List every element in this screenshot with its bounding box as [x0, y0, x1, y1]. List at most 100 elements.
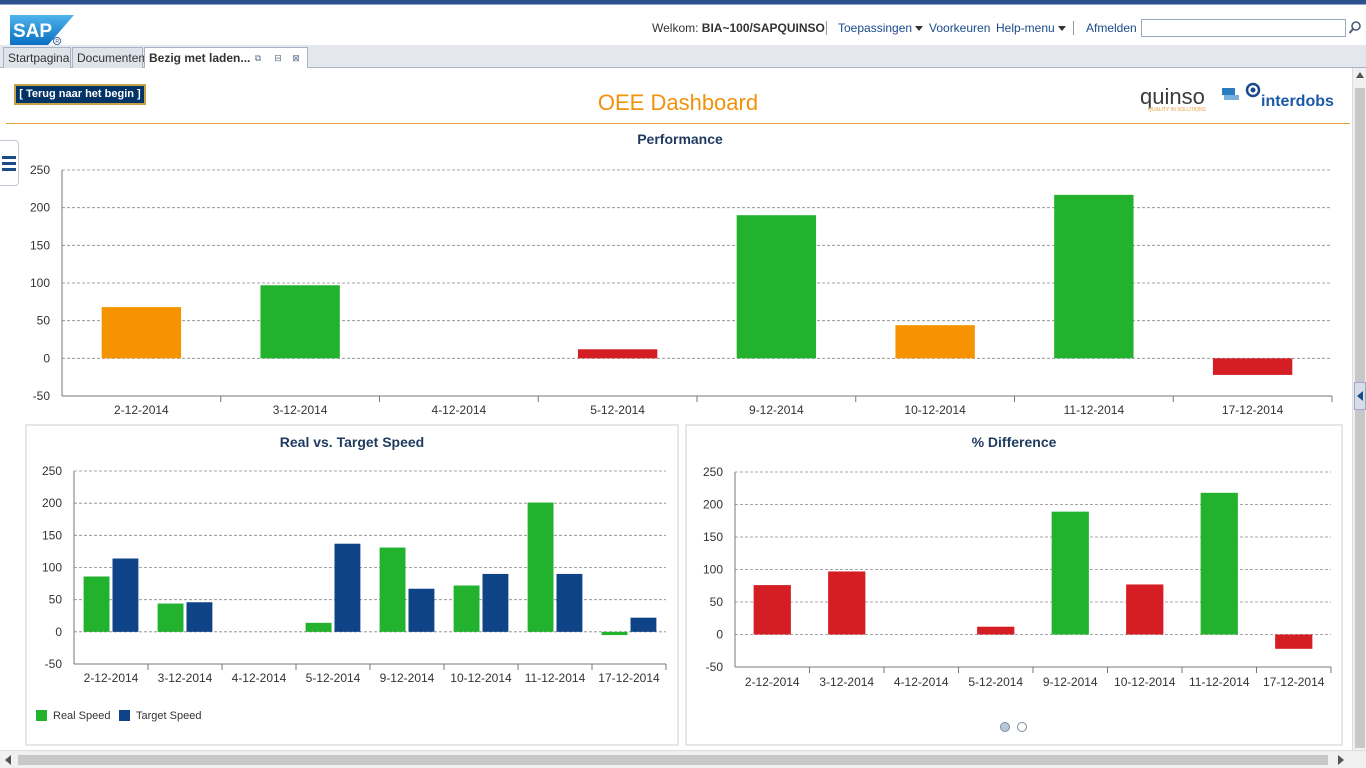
scroll-up-icon[interactable] [1356, 72, 1364, 78]
help-menu-label: Help-menu [996, 21, 1055, 35]
bar [83, 576, 110, 632]
x-tick-label: 10-12-2014 [450, 671, 512, 685]
bar [101, 307, 182, 359]
logout-link[interactable]: Afmelden [1086, 21, 1137, 35]
portal-header: SAP R Welkom: BIA~100/SAPQUINSO Toepassi… [0, 5, 1366, 45]
x-tick-label: 11-12-2014 [1189, 675, 1250, 689]
chevron-down-icon [1057, 26, 1066, 32]
real-vs-target-title: Real vs. Target Speed [279, 434, 425, 450]
bar [577, 349, 658, 359]
tab-documenten[interactable]: Documenten [72, 47, 145, 68]
horizontal-scrollbar[interactable] [0, 750, 1366, 768]
bar [1126, 584, 1164, 635]
applications-menu[interactable]: Toepassingen [838, 21, 924, 35]
search-icon[interactable] [1348, 20, 1362, 36]
x-tick-label: 2-12-2014 [114, 403, 169, 417]
y-tick-label: 100 [30, 276, 50, 290]
bar [895, 325, 975, 359]
scroll-left-icon[interactable] [5, 755, 11, 765]
bar [1275, 634, 1313, 649]
x-tick-label: 10-12-2014 [904, 403, 966, 417]
quinso-tagline: QUALITY IN SOLUTIONS [1148, 107, 1207, 113]
top-border [0, 0, 1366, 5]
bar [112, 558, 139, 632]
bar [1054, 194, 1134, 359]
performance-chart-title: Performance [637, 131, 723, 147]
x-tick-label: 2-12-2014 [84, 671, 139, 685]
real-vs-target-chart: -50 0 50 100 150 200 250 2-12-2014 3-12-2014 4-12… [42, 464, 667, 685]
menu-icon [2, 162, 16, 165]
bar [157, 603, 184, 632]
partner-logos: quinso QUALITY IN SOLUTIONS interdobs [1138, 80, 1344, 116]
bar [453, 585, 480, 632]
back-to-start-button[interactable]: [ Terug naar het begin ] [14, 84, 146, 105]
scroll-right-icon[interactable] [1338, 755, 1344, 765]
y-tick-label: -50 [706, 660, 724, 674]
y-tick-label: 200 [703, 498, 723, 512]
pager-dot-2[interactable] [1017, 722, 1027, 732]
sap-logo: SAP R [10, 13, 76, 47]
performance-chart: -50 0 50 100 150 200 250 2-12-2014 3-12-2014 4-12… [30, 163, 1333, 417]
applications-menu-label: Toepassingen [838, 21, 913, 35]
x-tick-label: 11-12-2014 [1064, 403, 1125, 417]
y-tick-label: 50 [37, 314, 51, 328]
x-tick-label: 4-12-2014 [432, 403, 487, 417]
scroll-thumb[interactable] [18, 755, 1328, 765]
y-tick-label: -50 [45, 657, 63, 671]
bar [630, 617, 657, 632]
pin-icon[interactable]: ⊟ [274, 53, 282, 63]
welcome-text: Welkom: BIA~100/SAPQUINSO [652, 21, 825, 35]
side-menu-handle[interactable] [0, 140, 19, 186]
menu-icon [2, 156, 16, 159]
y-tick-label: 50 [49, 593, 63, 607]
x-tick-label: 9-12-2014 [380, 671, 435, 685]
x-tick-label: 10-12-2014 [1114, 675, 1176, 689]
difference-chart: -50 0 50 100 150 200 250 2-12-2014 3-12-2014 4-12… [703, 465, 1332, 689]
detach-icon[interactable]: ⧉ [254, 53, 262, 63]
y-tick-label: -50 [33, 389, 51, 403]
x-tick-label: 4-12-2014 [232, 671, 287, 685]
page-title: OEE Dashboard [597, 90, 759, 115]
bar [1051, 511, 1089, 635]
bar [305, 622, 332, 632]
y-tick-label: 250 [42, 464, 62, 478]
bar [527, 502, 554, 632]
tab-loading[interactable]: Bezig met laden... ⧉ ⊟ ⊠ [144, 47, 308, 69]
x-tick-label: 5-12-2014 [306, 671, 361, 685]
search-input[interactable] [1141, 19, 1346, 37]
y-tick-label: 200 [42, 496, 62, 510]
x-tick-label: 17-12-2014 [1263, 675, 1325, 689]
x-tick-label: 3-12-2014 [819, 675, 874, 689]
x-tick-label: 3-12-2014 [273, 403, 328, 417]
bar [379, 547, 406, 632]
scroll-thumb[interactable] [1355, 88, 1365, 748]
svg-text:R: R [55, 39, 59, 45]
bar [736, 215, 817, 359]
x-tick-label: 3-12-2014 [158, 671, 213, 685]
x-tick-label: 5-12-2014 [590, 403, 645, 417]
x-tick-label: 17-12-2014 [1222, 403, 1284, 417]
y-tick-label: 150 [703, 530, 723, 544]
y-tick-label: 150 [42, 528, 62, 542]
right-panel-handle[interactable] [1354, 382, 1366, 410]
y-tick-label: 250 [703, 465, 723, 479]
bar [556, 573, 583, 632]
chevron-down-icon [915, 26, 924, 32]
y-tick-label: 0 [55, 625, 62, 639]
help-menu[interactable]: Help-menu [996, 21, 1066, 35]
bar [186, 602, 213, 632]
y-tick-label: 0 [43, 351, 50, 365]
close-icon[interactable]: ⊠ [292, 53, 300, 63]
x-tick-label: 5-12-2014 [968, 675, 1023, 689]
bar [408, 588, 435, 632]
tab-startpagina[interactable]: Startpagina [3, 47, 71, 68]
preferences-link[interactable]: Voorkeuren [929, 21, 991, 35]
difference-title: % Difference [971, 434, 1057, 450]
pager-dot-1[interactable] [1000, 722, 1010, 732]
bar [260, 285, 340, 359]
legend-swatch-real-speed [36, 710, 47, 721]
bar [1200, 492, 1238, 635]
x-tick-label: 9-12-2014 [1043, 675, 1098, 689]
chevron-left-icon [1357, 391, 1363, 401]
